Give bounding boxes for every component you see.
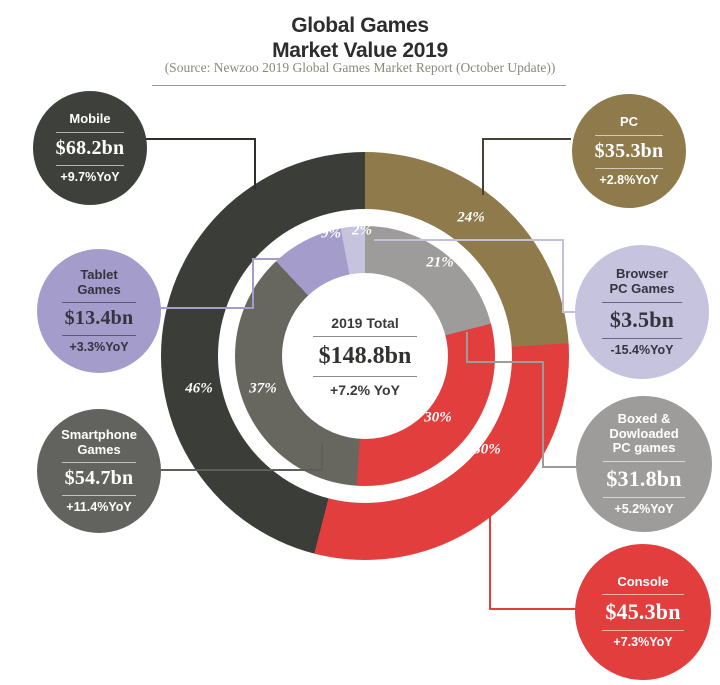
connector-browser — [374, 239, 577, 313]
inner-pct-tablet: 9% — [321, 225, 341, 242]
connector-pc — [482, 138, 571, 195]
bubble-label: Boxed & Dowloaded PC games — [609, 411, 679, 456]
bubble-label: Console — [617, 573, 669, 589]
divider — [601, 301, 683, 303]
inner-pct-smartphone: 37% — [249, 380, 277, 397]
divider — [313, 335, 417, 337]
divider — [61, 462, 137, 464]
bubble-value: $54.7bn — [64, 467, 134, 490]
connector-smartphone — [158, 443, 323, 471]
outer-pct-mobile: 46% — [185, 380, 213, 397]
divider — [602, 630, 684, 632]
bubble-label: Tablet Games — [77, 266, 121, 297]
outer-pct-pc: 24% — [457, 209, 485, 226]
bubble-boxed-downloaded-pc-games: Boxed & Dowloaded PC games $31.8bn +5.2%… — [576, 396, 712, 532]
bubble-value: $31.8bn — [606, 465, 682, 491]
divider — [601, 337, 683, 339]
divider — [594, 167, 664, 169]
bubble-console: Console $45.3bn +7.3%YoY — [575, 544, 711, 680]
bubble-yoy: +11.4%YoY — [66, 500, 132, 515]
title-line-2: Market Value 2019 — [272, 38, 448, 62]
bubble-yoy: +3.3%YoY — [69, 340, 129, 355]
divider — [55, 131, 125, 133]
title-line-1: Global Games — [291, 14, 429, 37]
bubble-label: PC — [619, 114, 639, 130]
inner-pct-browser: 2% — [352, 222, 372, 239]
divider — [61, 335, 137, 337]
bubble-value: $3.5bn — [609, 306, 675, 332]
header-divider — [152, 85, 566, 86]
source-note: (Source: Newzoo 2019 Global Games Market… — [164, 60, 556, 75]
connector-tablet — [152, 258, 296, 309]
inner-pct-boxed: 21% — [426, 254, 454, 271]
center-total-label: 2019 Total — [331, 314, 399, 331]
center-total-yoy: +7.2% YoY — [330, 381, 400, 398]
outer-pct-console: 30% — [473, 441, 501, 458]
connector-console — [489, 500, 576, 610]
bubble-label: Browser PC Games — [609, 266, 675, 296]
bubble-yoy: -15.4%YoY — [610, 342, 674, 357]
bubble-tablet-games: Tablet Games $13.4bn +3.3%YoY — [37, 249, 161, 373]
bubble-yoy: +9.7%YoY — [60, 169, 120, 184]
center-total-value: $148.8bn — [318, 342, 412, 369]
divider — [603, 460, 685, 462]
inner-pct-console: 30% — [424, 409, 452, 426]
bubble-yoy: +5.2%YoY — [614, 501, 674, 516]
page-title: Global Games Market Value 2019 — [0, 14, 720, 64]
divider — [61, 495, 137, 497]
divider — [594, 134, 664, 136]
divider — [313, 375, 417, 377]
divider — [603, 496, 685, 498]
bubble-yoy: +2.8%YoY — [599, 172, 659, 187]
bubble-value: $35.3bn — [594, 139, 664, 162]
connector-boxed — [466, 332, 578, 468]
bubble-browser-pc-games: Browser PC Games $3.5bn -15.4%YoY — [575, 245, 709, 379]
connector-mobile — [143, 138, 256, 190]
bubble-label: Smartphone Games — [61, 426, 137, 457]
bubble-yoy: +7.3%YoY — [613, 635, 673, 650]
divider — [61, 302, 137, 304]
divider — [55, 164, 125, 166]
center-total: 2019 Total $148.8bn +7.2% YoY — [282, 273, 448, 439]
bubble-label: Mobile — [69, 111, 111, 127]
bubble-pc: PC $35.3bn +2.8%YoY — [572, 94, 686, 208]
divider — [602, 594, 684, 596]
bubble-mobile: Mobile $68.2bn +9.7%YoY — [33, 91, 147, 205]
bubble-value: $68.2bn — [55, 136, 125, 159]
bubble-smartphone-games: Smartphone Games $54.7bn +11.4%YoY — [37, 409, 161, 533]
bubble-value: $13.4bn — [64, 307, 134, 330]
bubble-value: $45.3bn — [605, 599, 681, 625]
